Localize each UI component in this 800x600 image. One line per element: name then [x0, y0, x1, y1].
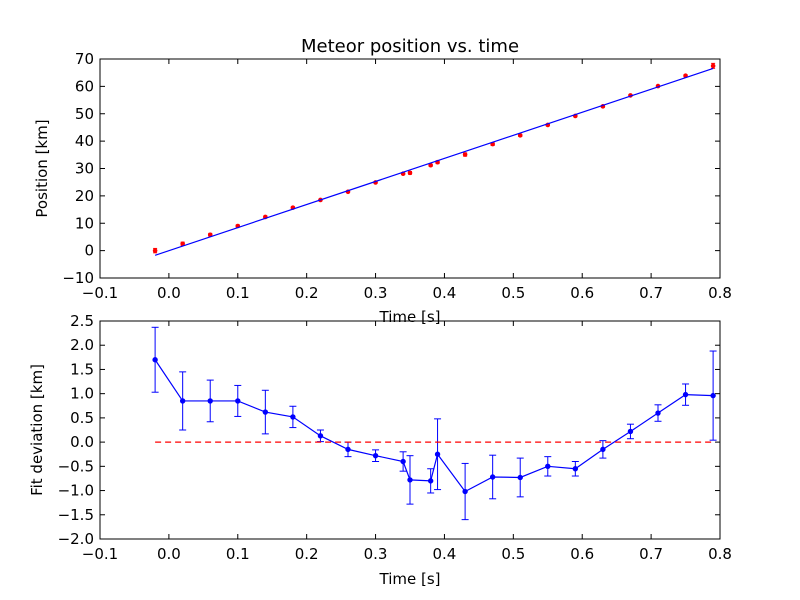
data-point	[152, 357, 158, 363]
position-chart-frame	[99, 58, 721, 279]
x-tick-label: 0.7	[639, 284, 663, 302]
x-tick-label: 0.7	[639, 545, 663, 563]
fit-deviation-chart-marks	[151, 326, 717, 521]
data-point	[710, 392, 716, 399]
x-tick-label: 0.8	[708, 284, 732, 302]
data-point	[572, 466, 579, 472]
data-point	[262, 409, 269, 415]
y-tick-label: 30	[75, 160, 94, 178]
data-point	[710, 63, 716, 69]
fit-line	[154, 67, 714, 256]
data-point	[462, 488, 468, 495]
x-tick-label: 0.4	[433, 284, 457, 302]
fit-deviation-chart-ticks: −0.1 0.0 0.1 0.2 0.3 0.4 0.5 0.6 0.7 0.8 −2.0 −1.5 −…	[58, 312, 732, 563]
y-tick-label: 1.5	[70, 360, 94, 378]
y-tick-label: −0.5	[58, 457, 94, 475]
x-tick-label: 0.2	[295, 284, 319, 302]
x-tick-label: 0.0	[157, 545, 181, 563]
x-tick-label: 0.3	[364, 545, 388, 563]
position-chart-x-axis-label: Time [s]	[379, 308, 441, 326]
position-chart-marks	[152, 62, 716, 256]
y-tick-label: −1.0	[58, 482, 94, 500]
position-chart-y-axis-label: Position [km]	[33, 119, 51, 217]
position-chart: Meteor position vs. time −0.1 0.0 0.1 0.2 0.…	[33, 36, 732, 326]
y-tick-label: 10	[75, 214, 94, 232]
data-point	[290, 414, 296, 420]
fit-deviation-chart: −0.1 0.0 0.1 0.2 0.3 0.4 0.5 0.6 0.7 0.8 −2.0 −1.5 −…	[28, 312, 732, 588]
x-tick-label: 0.3	[364, 284, 388, 302]
fit-deviation-chart-x-axis-label: Time [s]	[379, 570, 441, 588]
x-tick-label: 0.8	[708, 545, 732, 563]
data-point	[407, 170, 413, 176]
y-tick-label: 20	[75, 187, 94, 205]
fit-deviation-chart-frame	[99, 320, 721, 540]
y-tick-label: 1.0	[70, 385, 94, 403]
data-point	[462, 152, 468, 157]
fit-deviation-chart-y-axis-label: Fit deviation [km]	[28, 364, 46, 496]
y-tick-label: 0.5	[70, 409, 94, 427]
y-tick-label: 70	[75, 50, 94, 68]
data-point	[434, 451, 441, 457]
y-tick-label: 60	[75, 77, 94, 95]
x-tick-label: −0.1	[82, 284, 118, 302]
y-tick-label: 0	[84, 242, 94, 260]
y-tick-label: 50	[75, 105, 94, 123]
y-tick-label: 0.0	[70, 433, 94, 451]
data-point	[179, 398, 186, 404]
x-tick-label: 0.6	[570, 284, 594, 302]
data-point	[627, 428, 634, 435]
y-tick-label: 40	[75, 132, 94, 150]
x-tick-label: 0.4	[433, 545, 457, 563]
x-tick-label: 0.2	[295, 545, 319, 563]
x-tick-label: 0.1	[226, 284, 250, 302]
data-point	[152, 248, 158, 253]
data-point	[517, 474, 523, 481]
data-point	[545, 463, 551, 470]
data-point	[407, 477, 413, 483]
data-point	[400, 458, 406, 465]
data-point	[655, 410, 661, 416]
y-tick-label: −2.0	[58, 530, 94, 548]
data-point	[207, 398, 213, 404]
x-tick-label: 0.0	[157, 284, 181, 302]
x-tick-label: 0.5	[501, 545, 525, 563]
data-point	[600, 446, 606, 453]
chart-title: Meteor position vs. time	[301, 36, 519, 57]
x-tick-label: 0.6	[570, 545, 594, 563]
x-tick-label: 0.5	[501, 284, 525, 302]
data-point	[235, 398, 241, 404]
data-point	[317, 433, 324, 439]
data-point	[489, 474, 496, 480]
data-point	[372, 452, 379, 459]
data-point	[427, 478, 434, 484]
data-point	[345, 446, 351, 453]
data-point	[517, 133, 523, 138]
y-tick-label: −1.5	[58, 506, 94, 524]
y-tick-label: 2.0	[70, 336, 94, 354]
x-tick-label: −0.1	[82, 545, 118, 563]
y-tick-label: 2.5	[70, 312, 94, 330]
y-tick-label: −10	[62, 269, 94, 287]
x-tick-label: 0.1	[226, 545, 250, 563]
data-point	[682, 391, 689, 398]
